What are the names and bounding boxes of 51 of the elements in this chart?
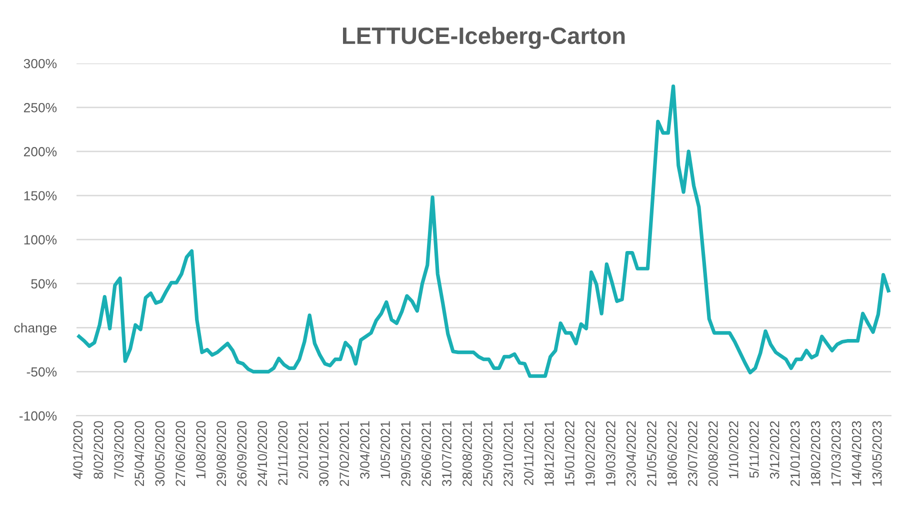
y-tick-label: 50% <box>31 279 57 289</box>
chart-title: LETTUCE-Iceberg-Carton <box>343 26 625 49</box>
y-tick-label: -50% <box>26 367 57 377</box>
x-tick-label: 18/06/2022 <box>667 421 677 486</box>
y-tick-label: -100% <box>20 411 57 421</box>
x-tick-label: 28/08/2021 <box>462 421 472 486</box>
x-tick-label: 26/09/2020 <box>236 421 247 486</box>
x-tick-label: 25/04/2020 <box>134 421 144 486</box>
x-tick-label: 8/02/2020 <box>93 421 104 479</box>
x-tick-label: 27/02/2021 <box>339 421 349 486</box>
x-tick-label: 1/05/2021 <box>380 421 390 478</box>
y-tick-label: 300% <box>24 58 57 68</box>
x-tick-label: 21/11/2020 <box>278 421 288 485</box>
x-tick-label: 23/04/2022 <box>626 421 636 486</box>
y-tick-label: 200% <box>24 147 57 156</box>
x-tick-label: 20/08/2022 <box>708 421 718 486</box>
x-tick-label: 18/02/2023 <box>810 421 820 486</box>
x-tick-label: 24/10/2020 <box>257 421 268 486</box>
x-tick-label: 7/03/2020 <box>114 421 124 479</box>
x-tick-label: 2/01/2021 <box>298 421 308 479</box>
x-tick-label: 23/10/2021 <box>503 421 513 486</box>
x-tick-label: 14/04/2023 <box>852 421 862 486</box>
x-tick-label: 19/02/2022 <box>585 421 595 486</box>
x-tick-label: 20/11/2021 <box>524 421 534 485</box>
x-tick-label: 26/06/2021 <box>421 421 431 486</box>
x-tick-label: 30/05/2020 <box>154 421 165 486</box>
x-tick-label: 18/12/2021 <box>544 421 554 486</box>
line-series <box>77 84 890 378</box>
x-tick-label: 25/09/2021 <box>482 421 492 486</box>
x-tick-label: 23/07/2022 <box>688 421 698 486</box>
x-tick-label: 29/08/2020 <box>216 421 226 486</box>
x-tick-label: 21/05/2022 <box>646 421 656 486</box>
x-tick-label: 29/05/2021 <box>400 421 410 486</box>
x-tick-label: 27/06/2020 <box>175 421 186 486</box>
x-tick-label: 3/12/2022 <box>770 421 780 479</box>
x-tick-label: 19/03/2022 <box>606 421 616 486</box>
y-tick-label: 100% <box>24 235 57 244</box>
x-tick-label: 17/03/2023 <box>831 421 841 486</box>
y-tick-label: change <box>14 322 56 336</box>
x-tick-label: 1/10/2022 <box>728 421 738 478</box>
x-tick-label: 3/04/2021 <box>360 421 370 479</box>
x-tick-label: 31/07/2021 <box>442 421 452 486</box>
y-tick-label: 150% <box>24 191 57 200</box>
x-tick-label: 30/01/2021 <box>318 421 328 486</box>
x-tick-label: 1/08/2020 <box>196 421 206 478</box>
x-tick-label: 5/11/2022 <box>749 421 759 478</box>
y-tick-label: 250% <box>24 102 57 112</box>
x-tick-label: 15/01/2022 <box>564 421 574 486</box>
x-tick-label: 13/05/2023 <box>872 421 882 486</box>
x-tick-label: 21/01/2023 <box>790 421 800 486</box>
x-tick-label: 4/01/2020 <box>72 421 83 479</box>
